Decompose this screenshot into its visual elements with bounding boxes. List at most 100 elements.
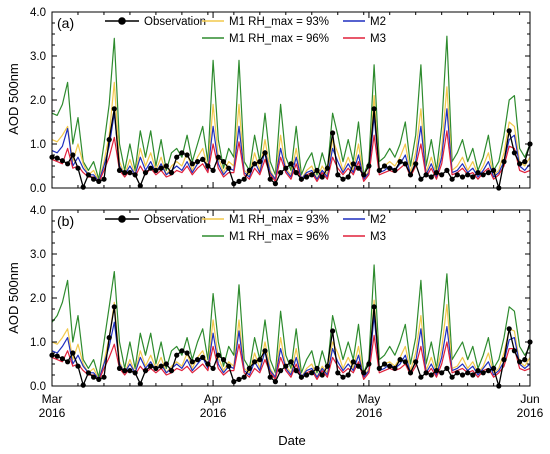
y-tick-label: 0.0 xyxy=(30,183,46,195)
observation-point xyxy=(506,128,512,134)
observation-point xyxy=(366,163,372,169)
observation-point xyxy=(236,178,242,184)
observation-point xyxy=(470,372,476,378)
observation-point xyxy=(163,163,169,169)
observation-point xyxy=(189,359,195,365)
panel-b: 0.01.02.03.04.0Mar2016Apr2016May2016Jun2… xyxy=(30,205,544,420)
observation-point xyxy=(371,106,377,112)
y-tick-label: 0.0 xyxy=(30,381,46,393)
observation-point xyxy=(298,176,304,182)
observation-point xyxy=(168,170,175,176)
observation-point xyxy=(257,159,263,165)
x-tick-label-month: May xyxy=(358,392,381,406)
observation-point xyxy=(381,163,388,169)
observation-point xyxy=(517,161,523,167)
legend-label-observation: Observation xyxy=(144,214,206,226)
observation-point xyxy=(215,154,221,160)
observation-point xyxy=(418,176,424,182)
observation-point xyxy=(91,374,97,380)
observation-point xyxy=(111,304,117,310)
x-tick-label-year: 2016 xyxy=(356,406,383,420)
observation-point xyxy=(241,374,247,380)
observation-point xyxy=(324,363,330,369)
legend-label-m1_96: M1 RH_max = 96% xyxy=(229,33,329,45)
y-tick-label: 3.0 xyxy=(30,249,46,261)
y-tick-label: 1.0 xyxy=(30,337,46,349)
observation-point xyxy=(340,176,346,182)
observation-point xyxy=(278,170,284,176)
observation-point xyxy=(226,363,232,369)
observation-point xyxy=(200,354,206,360)
observation-point xyxy=(387,363,393,369)
observation-point xyxy=(361,370,367,376)
observation-point xyxy=(210,167,216,173)
panel-a: 0.0 1.0 2.0 3.0 4.0 (a) Observation M1 RH_max =… xyxy=(30,7,533,195)
legend-label-m1_96: M1 RH_max = 96% xyxy=(229,231,329,243)
observation-point xyxy=(444,365,450,371)
observation-point xyxy=(278,368,284,374)
legend-marker-observation xyxy=(118,17,126,25)
observation-point xyxy=(205,163,211,169)
observation-point xyxy=(231,379,237,385)
observation-point xyxy=(475,170,481,176)
observation-point xyxy=(179,348,185,354)
observation-point xyxy=(428,372,434,378)
observation-point xyxy=(361,172,367,178)
observation-point xyxy=(517,359,523,365)
observation-point xyxy=(111,106,117,112)
observation-point xyxy=(194,159,201,165)
y-tick-label: 3.0 xyxy=(30,51,46,63)
observation-point xyxy=(340,374,346,380)
observation-point xyxy=(506,326,512,332)
observation-point xyxy=(96,376,102,382)
observation-point xyxy=(65,359,71,365)
observation-point xyxy=(54,155,60,161)
observation-point xyxy=(335,172,341,178)
series-line-m1_93 xyxy=(51,299,531,380)
observation-point xyxy=(522,159,528,165)
observation-point xyxy=(59,158,65,164)
observation-point xyxy=(293,170,299,176)
legend-label-m3: M3 xyxy=(370,33,386,45)
observation-point xyxy=(132,370,138,376)
observation-point xyxy=(267,374,273,380)
observation-point xyxy=(397,159,403,165)
observation-point xyxy=(381,361,388,367)
observation-point xyxy=(418,374,424,380)
observation-point xyxy=(413,359,419,365)
x-tick-label-month: Mar xyxy=(42,392,63,406)
observation-point xyxy=(423,172,429,178)
observation-point xyxy=(106,335,112,341)
observation-point xyxy=(127,170,133,176)
observation-point xyxy=(491,365,497,371)
observation-point xyxy=(314,365,320,371)
observation-point xyxy=(449,176,455,182)
x-tick-label-year: 2016 xyxy=(200,406,227,420)
observation-point xyxy=(231,181,237,187)
observation-point xyxy=(511,348,517,354)
observation-point xyxy=(179,150,185,156)
panel-label: (a) xyxy=(57,15,74,31)
observation-point xyxy=(324,165,330,171)
observation-point xyxy=(168,368,175,374)
y-tick-label: 4.0 xyxy=(30,205,46,217)
observation-point xyxy=(465,172,471,178)
observation-point xyxy=(132,172,138,178)
observation-point xyxy=(330,328,336,334)
observation-point xyxy=(116,365,123,371)
observation-point xyxy=(288,359,294,365)
observation-point xyxy=(236,376,242,382)
series-line-m1_96 xyxy=(51,35,531,180)
observation-point xyxy=(335,370,341,376)
observation-point xyxy=(387,165,393,171)
observation-point xyxy=(163,361,169,367)
observation-point xyxy=(272,181,278,187)
observation-point xyxy=(345,174,351,180)
observation-point xyxy=(376,365,382,371)
observation-point xyxy=(345,372,351,378)
observation-point xyxy=(137,183,143,189)
observation-point xyxy=(511,150,517,156)
observation-point xyxy=(319,174,325,180)
x-axis-title: Date xyxy=(278,433,305,448)
observation-point xyxy=(80,382,86,388)
